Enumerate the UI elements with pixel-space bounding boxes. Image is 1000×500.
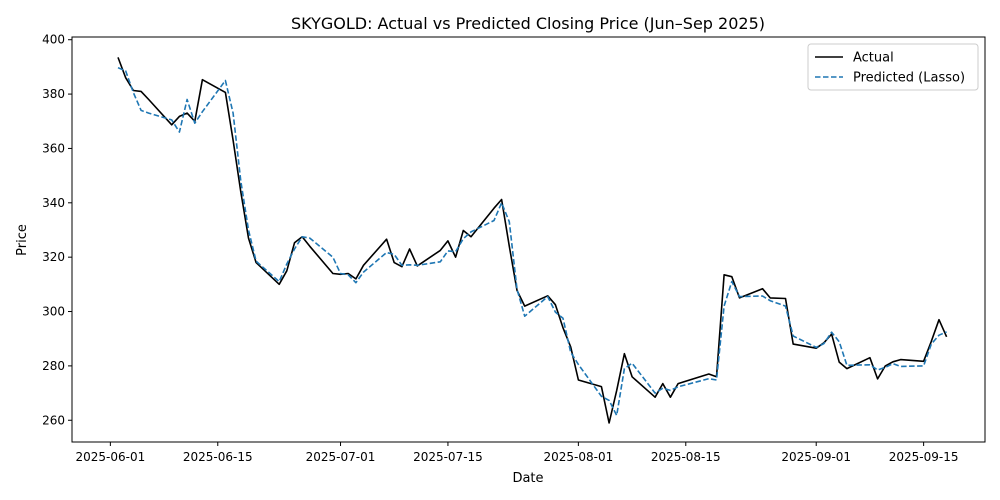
legend-label-predicted: Predicted (Lasso): [853, 71, 965, 86]
plot-frame: [71, 36, 986, 443]
x-tick-label: 2025-07-01: [306, 450, 376, 464]
x-tick-label: 2025-09-15: [889, 450, 959, 464]
x-tick-label: 2025-08-15: [651, 450, 721, 464]
y-tick-label: 280: [42, 359, 65, 373]
x-axis: 2025-06-01 2025-06-15 2025-07-01 2025-07-15…: [75, 442, 958, 464]
chart-title: SKYGOLD: Actual vs Predicted Closing Pri…: [291, 14, 765, 33]
x-axis-label: Date: [512, 471, 543, 486]
x-tick-label: 2025-08-01: [543, 450, 613, 464]
x-tick-label: 2025-09-01: [781, 450, 851, 464]
legend-label-actual: Actual: [853, 51, 894, 66]
y-tick-label: 380: [42, 87, 65, 101]
x-tick-label: 2025-07-15: [413, 450, 483, 464]
series-layer: [117, 57, 948, 424]
y-axis: 260 280 300 320 340 360 380 400: [42, 33, 72, 427]
y-tick-label: 360: [42, 141, 65, 155]
y-tick-label: 400: [42, 33, 65, 47]
x-tick-label: 2025-06-01: [75, 450, 145, 464]
y-tick-label: 260: [42, 413, 65, 427]
y-tick-label: 340: [42, 196, 65, 210]
legend: Actual Predicted (Lasso): [807, 43, 979, 91]
y-tick-label: 300: [42, 305, 65, 319]
x-tick-label: 2025-06-15: [183, 450, 253, 464]
legend-box: [807, 43, 979, 91]
y-tick-label: 320: [42, 250, 65, 264]
y-axis-label: Price: [15, 224, 30, 256]
series-line-actual: [117, 57, 948, 424]
